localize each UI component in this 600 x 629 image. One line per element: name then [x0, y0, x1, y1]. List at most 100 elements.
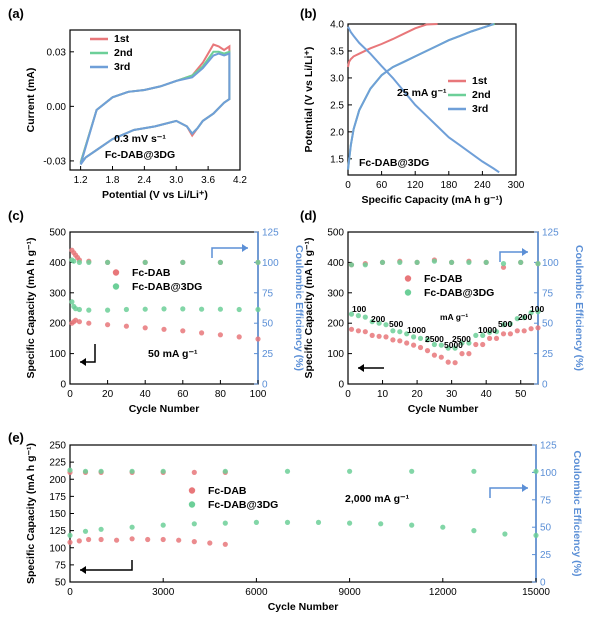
data-point [431, 341, 437, 348]
data-point [493, 335, 500, 341]
y2-tick-label: 75 [542, 288, 554, 299]
x-tick-label: 60 [376, 180, 388, 191]
y-tick-label: 225 [49, 458, 66, 469]
x-tick-label: 50 [515, 389, 527, 400]
x-tick-label: 240 [474, 180, 491, 191]
x-tick-label: 12000 [429, 587, 457, 598]
data-point [500, 322, 507, 328]
data-point [502, 531, 508, 537]
y-tick-label: 100 [49, 543, 66, 554]
annotation: 0.3 mV s⁻¹ [114, 133, 166, 145]
x-axis-label: Cycle Number [129, 403, 200, 415]
data-point [533, 468, 539, 474]
y-tick-label: 3.0 [330, 73, 344, 84]
data-point [76, 319, 82, 325]
data-point [284, 519, 291, 526]
annotation: 200 [518, 312, 532, 322]
x-tick-label: 1.2 [74, 175, 88, 186]
series-line [347, 23, 438, 68]
data-point [500, 261, 507, 267]
data-point [533, 532, 539, 539]
data-point [236, 334, 242, 340]
data-point [129, 536, 135, 542]
annotation: 50 mA g⁻¹ [148, 348, 198, 360]
y-tick-label: 200 [327, 319, 344, 330]
data-point [471, 528, 477, 534]
y-tick-label: 200 [49, 475, 66, 486]
data-point [438, 354, 444, 360]
x-tick-label: 300 [508, 180, 525, 191]
data-point [347, 468, 353, 474]
data-point [199, 330, 205, 336]
x-tick-label: 9000 [338, 587, 361, 598]
legend-label: Fc-DAB@3DG [424, 287, 494, 299]
y-tick-label: 2.0 [330, 127, 344, 138]
series-line [347, 26, 500, 174]
legend-swatch [188, 501, 196, 508]
data-point [255, 336, 261, 342]
y2-tick-label: 75 [540, 495, 552, 506]
y2-tick-label: 100 [542, 258, 559, 269]
legend-swatch [188, 487, 196, 494]
data-point [98, 468, 104, 474]
y2-tick-label: 0 [540, 578, 546, 589]
legend-label: Fc-DAB@3DG [132, 281, 202, 293]
x-tick-label: 120 [407, 180, 424, 191]
y-tick-label: 0 [60, 380, 66, 391]
data-point [76, 538, 82, 544]
data-point [142, 325, 148, 331]
legend-label: Fc-DAB@3DG [208, 499, 278, 511]
y-tick-label: 0.00 [47, 102, 67, 113]
x-tick-label: 0 [345, 389, 351, 400]
data-point [236, 306, 242, 313]
data-point [514, 328, 520, 334]
data-point [414, 259, 420, 265]
data-point [180, 259, 186, 265]
data-point [191, 521, 197, 527]
y-tick-label: 400 [49, 258, 66, 269]
y-tick-label: 300 [327, 288, 344, 299]
data-point [383, 322, 389, 328]
data-point [518, 259, 524, 265]
x-tick-label: 80 [215, 389, 227, 400]
data-point [431, 258, 437, 264]
data-point [180, 328, 186, 334]
x-tick-label: 3.0 [169, 175, 183, 186]
annotation: 200 [371, 314, 385, 324]
data-point [86, 259, 92, 265]
x-tick-label: 10 [377, 389, 389, 400]
x-axis-label: Specific Capacity (mA h g⁻¹) [361, 194, 502, 206]
data-point [67, 539, 73, 545]
annotation: Fc-DAB@3DG [105, 149, 175, 161]
y2-tick-label: 125 [262, 228, 279, 239]
x-tick-label: 4.2 [233, 175, 247, 186]
data-point [459, 351, 465, 357]
y-axis-label: Current (mA) [25, 68, 37, 133]
y2-tick-label: 50 [540, 523, 552, 534]
data-point [487, 329, 493, 335]
data-point [445, 345, 451, 351]
data-point [362, 329, 368, 335]
data-point [409, 522, 415, 528]
data-point [105, 322, 111, 328]
legend-swatch [404, 289, 412, 296]
data-point [397, 338, 403, 344]
y-tick-label: 0 [338, 380, 344, 391]
data-point [376, 320, 382, 326]
data-point [362, 262, 368, 268]
data-point [315, 519, 322, 526]
left-arrowhead [358, 364, 364, 372]
data-point [376, 333, 382, 339]
data-point [217, 259, 223, 265]
y2-tick-label: 125 [540, 441, 557, 452]
legend-swatch [112, 283, 120, 290]
data-point [199, 306, 205, 312]
data-point [528, 326, 534, 332]
right-arrowhead [242, 244, 248, 252]
panel-label: (d) [300, 208, 317, 223]
data-point [507, 331, 513, 337]
x-tick-label: 40 [140, 389, 152, 400]
data-point [438, 342, 444, 348]
data-point [452, 345, 458, 351]
data-point [417, 344, 424, 351]
